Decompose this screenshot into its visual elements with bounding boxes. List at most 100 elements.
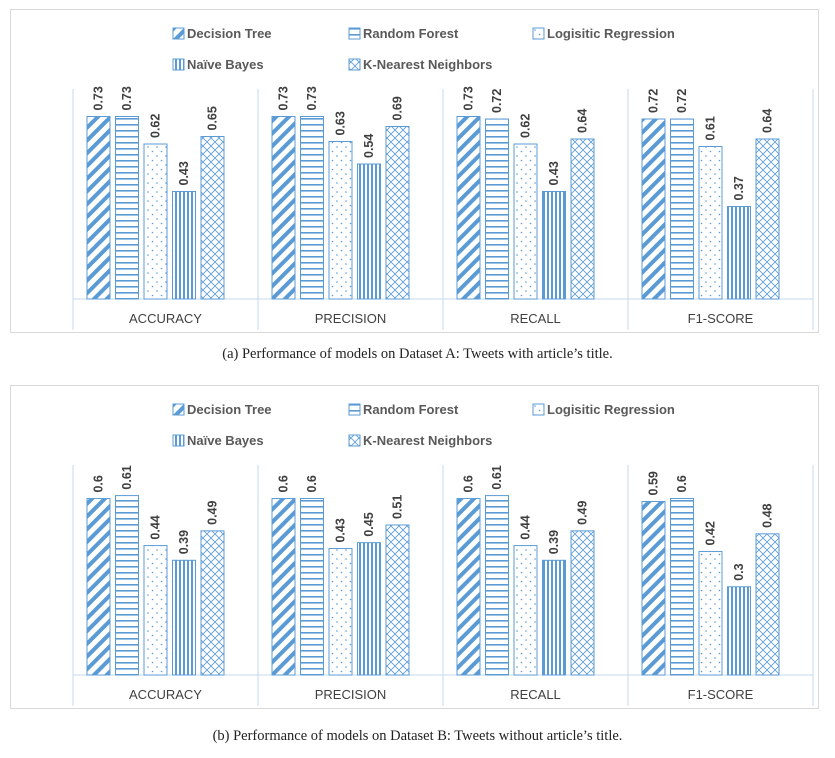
legend-swatch-decision-tree <box>172 403 185 416</box>
legend-item-na-ve-bayes: Naïve Bayes <box>172 57 264 72</box>
bar-logisitic-regression-recall <box>513 545 538 676</box>
bar-random-forest-precision <box>300 116 324 300</box>
data-label-logisitic-regression-precision: 0.43 <box>334 518 348 542</box>
bar-na-ve-bayes-precision <box>357 163 381 300</box>
legend-swatch-logisitic-regression <box>532 27 545 40</box>
legend-label-random-forest: Random Forest <box>363 402 459 417</box>
bar-k-nearest-neighbors-accuracy <box>200 530 225 676</box>
data-label-decision-tree-recall: 0.73 <box>462 86 476 110</box>
data-label-random-forest-recall: 0.72 <box>490 89 504 113</box>
legend-item-k-nearest-neighbors: K-Nearest Neighbors <box>348 57 492 72</box>
data-label-random-forest-f1-score: 0.72 <box>675 89 689 113</box>
legend-item-decision-tree: Decision Tree <box>172 26 272 41</box>
data-label-decision-tree-accuracy: 0.73 <box>92 86 106 110</box>
bar-random-forest-accuracy <box>115 495 139 676</box>
data-label-decision-tree-precision: 0.73 <box>277 86 291 110</box>
data-label-na-ve-bayes-accuracy: 0.43 <box>177 161 191 185</box>
legend-swatch-random-forest <box>348 403 361 416</box>
bar-decision-tree-accuracy <box>86 116 111 300</box>
legend-item-random-forest: Random Forest <box>348 26 459 41</box>
data-label-random-forest-accuracy: 0.73 <box>120 86 134 110</box>
category-label-precision: PRECISION <box>315 311 387 326</box>
bar-k-nearest-neighbors-accuracy <box>200 136 225 300</box>
bar-na-ve-bayes-accuracy <box>172 191 196 300</box>
bar-random-forest-recall <box>485 118 509 300</box>
data-label-k-nearest-neighbors-f1-score: 0.64 <box>761 109 775 133</box>
bar-na-ve-bayes-recall <box>542 191 566 300</box>
bar-k-nearest-neighbors-precision <box>385 524 410 676</box>
data-label-logisitic-regression-accuracy: 0.44 <box>149 515 163 539</box>
data-label-logisitic-regression-f1-score: 0.42 <box>704 521 718 545</box>
legend-swatch-decision-tree <box>172 27 185 40</box>
category-label-recall: RECALL <box>510 311 561 326</box>
bar-decision-tree-recall <box>456 498 481 676</box>
legend-label-random-forest: Random Forest <box>363 26 459 41</box>
caption-b: (b) Performance of models on Dataset B: … <box>212 728 623 744</box>
bar-na-ve-bayes-precision <box>357 542 381 676</box>
data-label-logisitic-regression-precision: 0.63 <box>334 111 348 135</box>
data-label-decision-tree-accuracy: 0.6 <box>92 475 106 492</box>
chart-panel-b: Decision Tree Random Forest Logisitic Regr… <box>10 385 819 709</box>
bar-random-forest-accuracy <box>115 116 139 300</box>
bar-logisitic-regression-recall <box>513 143 538 300</box>
data-label-k-nearest-neighbors-precision: 0.51 <box>391 495 405 519</box>
bar-k-nearest-neighbors-recall <box>570 530 595 676</box>
bar-na-ve-bayes-f1-score <box>727 586 751 676</box>
data-label-na-ve-bayes-f1-score: 0.37 <box>732 176 746 200</box>
bar-logisitic-regression-f1-score <box>698 550 723 676</box>
legend-item-random-forest: Random Forest <box>348 402 459 417</box>
legend-label-k-nearest-neighbors: K-Nearest Neighbors <box>363 433 492 448</box>
bar-decision-tree-precision <box>271 498 296 676</box>
category-label-f1-score: F1-SCORE <box>688 687 754 702</box>
bar-k-nearest-neighbors-f1-score <box>755 533 780 676</box>
category-label-accuracy: ACCURACY <box>129 311 202 326</box>
data-label-decision-tree-f1-score: 0.59 <box>647 471 661 495</box>
legend-swatch-na-ve-bayes <box>172 434 185 447</box>
legend-item-logisitic-regression: Logisitic Regression <box>532 26 675 41</box>
legend-item-logisitic-regression: Logisitic Regression <box>532 402 675 417</box>
bar-random-forest-precision <box>300 498 324 676</box>
data-label-decision-tree-precision: 0.6 <box>277 475 291 492</box>
bar-na-ve-bayes-recall <box>542 559 566 676</box>
caption-a: (a) Performance of models on Dataset A: … <box>222 346 613 362</box>
bar-logisitic-regression-precision <box>328 548 353 676</box>
data-label-random-forest-precision: 0.6 <box>305 475 319 492</box>
legend-swatch-random-forest <box>348 27 361 40</box>
legend-label-decision-tree: Decision Tree <box>187 402 272 417</box>
legend-item-decision-tree: Decision Tree <box>172 402 272 417</box>
data-label-k-nearest-neighbors-precision: 0.69 <box>391 96 405 120</box>
data-label-logisitic-regression-recall: 0.44 <box>519 515 533 539</box>
data-label-k-nearest-neighbors-f1-score: 0.48 <box>761 503 775 527</box>
legend-swatch-logisitic-regression <box>532 403 545 416</box>
bar-decision-tree-recall <box>456 116 481 300</box>
bar-na-ve-bayes-f1-score <box>727 206 751 300</box>
chart-b-svg: Decision Tree Random Forest Logisitic Regr… <box>72 402 814 706</box>
data-label-na-ve-bayes-precision: 0.54 <box>362 134 376 158</box>
legend-label-decision-tree: Decision Tree <box>187 26 272 41</box>
category-label-f1-score: F1-SCORE <box>688 311 754 326</box>
data-label-na-ve-bayes-recall: 0.39 <box>547 530 561 554</box>
bar-logisitic-regression-accuracy <box>143 545 168 676</box>
category-label-recall: RECALL <box>510 687 561 702</box>
legend-label-na-ve-bayes: Naïve Bayes <box>187 57 264 72</box>
data-label-na-ve-bayes-accuracy: 0.39 <box>177 530 191 554</box>
legend-item-na-ve-bayes: Naïve Bayes <box>172 433 264 448</box>
data-label-logisitic-regression-accuracy: 0.62 <box>149 114 163 138</box>
bar-logisitic-regression-f1-score <box>698 146 723 300</box>
legend-swatch-k-nearest-neighbors <box>348 434 361 447</box>
data-label-k-nearest-neighbors-accuracy: 0.49 <box>206 501 220 525</box>
bar-random-forest-recall <box>485 495 509 676</box>
legend-item-k-nearest-neighbors: K-Nearest Neighbors <box>348 433 492 448</box>
data-label-k-nearest-neighbors-recall: 0.64 <box>576 109 590 133</box>
legend-swatch-k-nearest-neighbors <box>348 58 361 71</box>
data-label-na-ve-bayes-precision: 0.45 <box>362 512 376 536</box>
data-label-random-forest-accuracy: 0.61 <box>120 465 134 489</box>
bar-na-ve-bayes-accuracy <box>172 559 196 676</box>
bar-decision-tree-f1-score <box>641 118 666 300</box>
data-label-k-nearest-neighbors-recall: 0.49 <box>576 501 590 525</box>
data-label-random-forest-recall: 0.61 <box>490 465 504 489</box>
bar-logisitic-regression-accuracy <box>143 143 168 300</box>
bar-k-nearest-neighbors-recall <box>570 138 595 300</box>
legend-label-k-nearest-neighbors: K-Nearest Neighbors <box>363 57 492 72</box>
data-label-random-forest-f1-score: 0.6 <box>675 475 689 492</box>
